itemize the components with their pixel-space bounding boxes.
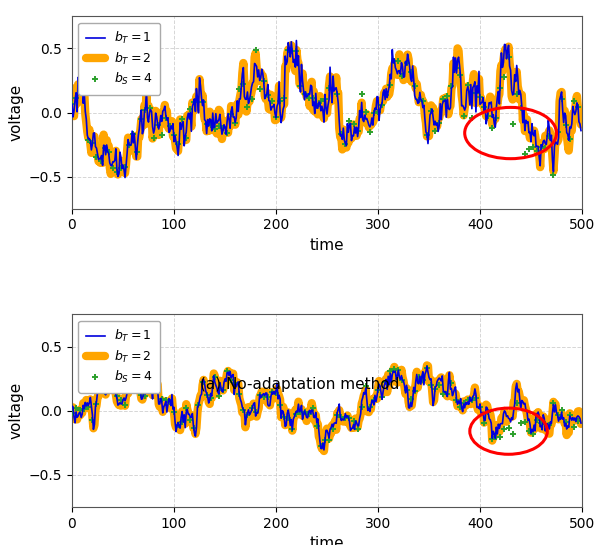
$b_S = 4$ (501, 426, 508, 433)
$b_S = 4$ (68, 409, 76, 416)
$b_T = 1$ (424, 363, 431, 370)
$b_S = 4$ (187, 416, 194, 423)
Text: (a) No-adaptation method: (a) No-adaptation method (200, 377, 400, 392)
$b_T = 1$ (68, 403, 76, 409)
$b_S = 4$ (68, 101, 76, 108)
$b_T = 2$ (424, 362, 431, 368)
$b_T = 2$ (68, 407, 76, 413)
$b_T = 2$ (346, 130, 353, 136)
$b_T = 1$ (488, 420, 495, 426)
$b_S = 4$ (199, 378, 206, 385)
$b_T = 2$ (320, 448, 328, 455)
$b_T = 1$ (312, 90, 319, 96)
$b_S = 4$ (513, 399, 520, 406)
$b_T = 2$ (567, 414, 574, 420)
$b_S = 4$ (424, 365, 431, 372)
$b_T = 1$ (315, 99, 322, 106)
$b_T = 2$ (313, 422, 320, 428)
$b_T = 2$ (577, 121, 584, 128)
$b_T = 2$ (68, 111, 76, 117)
$b_S = 4$ (546, 133, 553, 140)
$b_T = 1$ (373, 93, 380, 100)
Legend: $b_T = 1$, $b_T = 2$, $b_S = 4$: $b_T = 1$, $b_T = 2$, $b_S = 4$ (78, 22, 160, 95)
$b_T = 2$ (567, 116, 574, 123)
$b_S = 4$ (497, 84, 504, 91)
$b_S = 4$ (187, 105, 194, 112)
Y-axis label: voltage: voltage (8, 84, 23, 141)
$b_S = 4$ (317, 443, 325, 450)
$b_T = 2$ (288, 42, 295, 49)
$b_T = 2$ (488, 111, 495, 118)
Line: $b_S = 4$: $b_S = 4$ (69, 47, 581, 178)
$b_T = 1$ (310, 414, 317, 421)
$b_S = 4$ (284, 47, 292, 53)
$b_T = 2$ (115, 171, 122, 178)
$b_T = 1$ (488, 99, 495, 105)
$b_S = 4$ (574, 104, 581, 111)
$b_T = 1$ (577, 128, 584, 134)
$b_T = 1$ (346, 122, 353, 128)
$b_T = 1$ (320, 447, 328, 453)
$b_T = 2$ (488, 416, 495, 423)
Line: $b_T = 1$: $b_T = 1$ (72, 366, 581, 450)
$b_S = 4$ (386, 368, 394, 374)
$b_T = 1$ (121, 174, 128, 181)
Line: $b_T = 1$: $b_T = 1$ (72, 40, 581, 178)
$b_T = 2$ (373, 393, 380, 399)
$b_S = 4$ (509, 120, 516, 127)
$b_S = 4$ (386, 82, 394, 89)
$b_T = 2$ (577, 421, 584, 427)
$b_T = 1$ (567, 125, 574, 132)
$b_S = 4$ (550, 171, 557, 178)
$b_T = 1$ (293, 37, 300, 44)
Y-axis label: voltage: voltage (8, 382, 23, 439)
Legend: $b_T = 1$, $b_T = 2$, $b_S = 4$: $b_T = 1$, $b_T = 2$, $b_S = 4$ (78, 321, 160, 393)
X-axis label: time: time (310, 536, 344, 545)
$b_T = 1$ (345, 414, 352, 421)
$b_S = 4$ (199, 99, 206, 106)
X-axis label: time: time (310, 238, 344, 253)
$b_T = 1$ (373, 398, 380, 405)
$b_T = 1$ (68, 101, 76, 107)
$b_T = 1$ (313, 419, 320, 426)
$b_S = 4$ (574, 417, 581, 424)
$b_S = 4$ (550, 399, 557, 406)
$b_T = 2$ (345, 415, 352, 422)
$b_T = 1$ (567, 415, 574, 421)
$b_T = 2$ (373, 98, 380, 105)
$b_T = 2$ (310, 410, 317, 417)
$b_T = 2$ (315, 99, 322, 106)
Line: $b_S = 4$: $b_S = 4$ (69, 365, 581, 450)
$b_T = 1$ (577, 420, 584, 426)
$b_T = 2$ (312, 95, 319, 101)
Line: $b_T = 2$: $b_T = 2$ (72, 45, 581, 174)
Line: $b_T = 2$: $b_T = 2$ (72, 365, 581, 451)
